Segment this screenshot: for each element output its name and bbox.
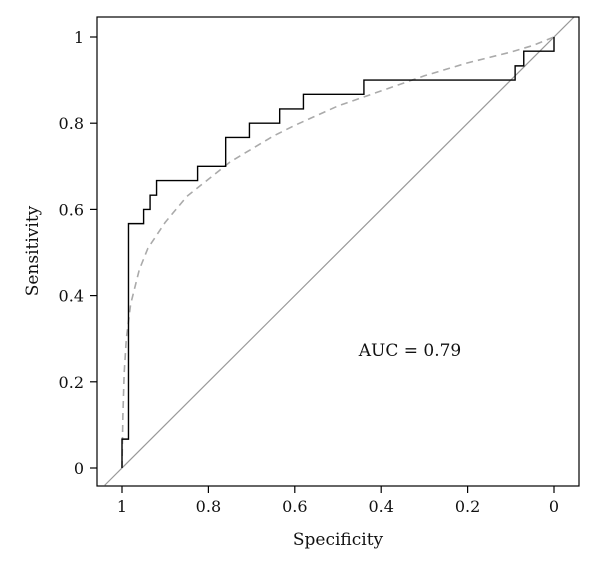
y-tick-label: 0.6 xyxy=(59,200,84,219)
y-tick-label: 1 xyxy=(74,28,84,47)
x-tick-label: 1 xyxy=(117,497,127,516)
x-tick-label: 0.2 xyxy=(455,497,480,516)
x-axis: 1 0.8 0.6 0.4 0.2 0 xyxy=(117,486,559,516)
x-tick-label: 0.6 xyxy=(282,497,307,516)
chance-diagonal-line xyxy=(104,17,575,486)
y-tick-label: 0.8 xyxy=(59,114,84,133)
x-tick-label: 0 xyxy=(549,497,559,516)
empirical-roc-curve xyxy=(121,37,555,468)
plot-frame xyxy=(96,16,580,487)
y-axis: 0 0.2 0.4 0.6 0.8 1 xyxy=(59,28,97,478)
y-tick-label: 0.4 xyxy=(59,287,84,306)
auc-annotation: AUC = 0.79 xyxy=(358,341,462,361)
y-tick-label: 0 xyxy=(74,459,84,478)
x-axis-title: Specificity xyxy=(293,530,384,550)
y-tick-label: 0.2 xyxy=(59,373,84,392)
plot-area xyxy=(104,17,575,486)
x-tick-label: 0.4 xyxy=(368,497,393,516)
smoothed-roc-curve xyxy=(121,36,555,469)
x-tick-label: 0.8 xyxy=(196,497,221,516)
y-axis-title: Sensitivity xyxy=(23,205,43,296)
